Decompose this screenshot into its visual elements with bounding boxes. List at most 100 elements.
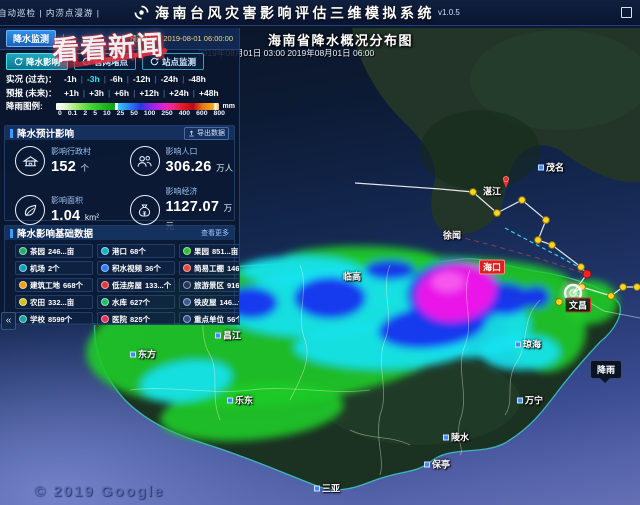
base-data-item[interactable]: 果园 851...亩 [179,244,239,258]
time-option[interactable]: +1h [64,88,79,98]
category-dot-icon [101,281,109,289]
category-dot-icon [19,247,27,255]
impact-stat: 影响面积 1.04 km² [5,186,120,234]
time-option[interactable]: +6h [104,88,129,98]
category-dot-icon [183,281,191,289]
legend-tick: 25 [116,110,125,117]
base-data-item[interactable]: 水库 627个 [97,295,175,309]
topbar-menu-links[interactable]: 自动巡检 | 内涝点漫游 | [0,7,101,18]
base-data-item[interactable]: 铁皮屋 146...个 [179,295,239,309]
category-dot-icon [19,264,27,272]
panel-header: 降水监测 预测时间: 2019-08-01 06:00:00 [0,28,239,50]
base-data-item[interactable]: 积水视频 36个 [97,261,175,275]
time-option[interactable]: +12h [129,88,159,98]
stat-label: 影响经济 [165,187,198,196]
legend-ticks: 0 0.1 2 5 10 25 50 100 250 400 600 800 [58,110,225,117]
top-bar: 自动巡检 | 内涝点漫游 | 海南台风灾害影响评估三维模拟系统 v1.0.5 [0,0,640,26]
stat-unit: 个 [80,163,90,173]
time-option[interactable]: -1h [64,74,77,84]
time-option[interactable]: +24h [159,88,189,98]
time-option[interactable]: -12h [123,74,150,84]
item-label: 学校 [30,314,45,324]
base-data-item[interactable]: 医院 825个 [97,312,175,324]
base-data-grid: 茶园 246...亩 港口 68个 果园 851...亩 [5,240,240,324]
legend-tick: 0 [58,110,62,117]
item-label: 茶园 [30,246,45,256]
category-dot-icon [101,247,109,255]
legend-tick: 600 [196,110,208,117]
item-value: 668个 [63,280,84,290]
legend-unit: mm [222,102,235,110]
item-value: 146...个 [227,263,240,273]
base-data-item[interactable]: 学校 8599个 [15,312,93,324]
base-data-item[interactable]: 重点单位 56个 [179,312,239,324]
panel-collapse-button[interactable]: « [1,312,16,330]
item-label: 铁皮屋 [194,297,217,307]
export-icon [188,130,195,137]
legend-tick: 5 [93,110,97,117]
mainland-shape [352,28,640,235]
base-data-item[interactable]: 简易工棚 146...个 [179,261,240,275]
base-data-item[interactable]: 低洼房屋 133...个 [97,278,175,292]
base-data-item[interactable]: 农田 332...亩 [15,295,93,309]
item-value: 825个 [130,314,151,324]
observed-options: -1h-3h-6h-12h-24h-48h [64,74,206,84]
export-data-button[interactable]: 导出数据 [184,126,229,140]
item-value: 8599个 [48,314,73,324]
forecast-time: 预测时间: 2019-08-01 06:00:00 [129,34,233,43]
time-option[interactable]: -48h [178,74,205,84]
legend-tick: 250 [161,110,173,117]
item-value: 851...亩 [212,246,239,256]
stat-label: 影响面积 [51,196,83,205]
section-accent [10,228,13,238]
stat-value: 1.04 [51,208,81,224]
tab-rain-monitor[interactable]: 降水监测 [6,30,57,47]
item-label: 机场 [30,263,45,273]
item-value: 56个 [227,314,239,324]
category-dot-icon [183,264,191,272]
time-option[interactable]: +48h [189,88,219,98]
impact-stat: 影响行政村 152 个 [5,146,120,176]
item-value: 36个 [145,263,161,273]
base-data-item[interactable]: 建筑工地 668个 [15,278,93,292]
view-more-link[interactable]: 查看更多 [201,230,229,237]
item-label: 水库 [112,297,127,307]
category-dot-icon [19,298,27,306]
map-title: 海南省降水概况分布图 [268,33,414,48]
base-section-title: 降水影响基础数据 [17,229,94,240]
base-data-item[interactable]: 机场 2个 [15,261,93,275]
legend-tick: 800 [213,110,225,117]
item-label: 简易工棚 [194,263,224,273]
time-option[interactable]: +3h [79,88,104,98]
app-version: v1.0.5 [438,8,460,17]
district-borders [129,264,541,476]
category-dot-icon [183,315,191,323]
base-data-item[interactable]: 港口 68个 [97,244,175,258]
item-value: 916个 [227,280,240,290]
sub-tab[interactable]: 站点监测 [142,53,205,70]
category-dot-icon [101,298,109,306]
refresh-icon [150,57,159,66]
stat-label: 影响行政村 [51,147,91,156]
legend-label: 降雨图例: [6,101,43,111]
time-option[interactable]: -24h [150,74,178,84]
stat-label: 影响人口 [165,147,198,156]
legend-tick: 2 [83,110,88,117]
legend-tick: 10 [103,110,111,117]
item-label: 医院 [112,314,127,324]
item-label: 果园 [194,246,209,256]
item-label: 低洼房屋 [112,280,142,290]
base-data-item[interactable]: 旅游景区 916个 [179,278,240,292]
fullscreen-icon[interactable] [621,7,632,18]
time-option[interactable]: -6h [100,74,123,84]
legend-tick: 0.1 [67,110,78,117]
item-label: 建筑工地 [30,280,60,290]
item-label: 积水视频 [112,263,142,273]
legend-row: 降雨图例: mm [6,100,235,112]
map-subtitle: 2019年08月01日 03:00 2019年08月01日 06:00 [198,48,375,58]
observed-row: 实况 (过去)： -1h-3h-6h-12h-24h-48h [6,73,235,85]
time-option[interactable]: -3h [77,74,100,84]
base-data-item[interactable]: 茶园 246...亩 [15,244,93,258]
